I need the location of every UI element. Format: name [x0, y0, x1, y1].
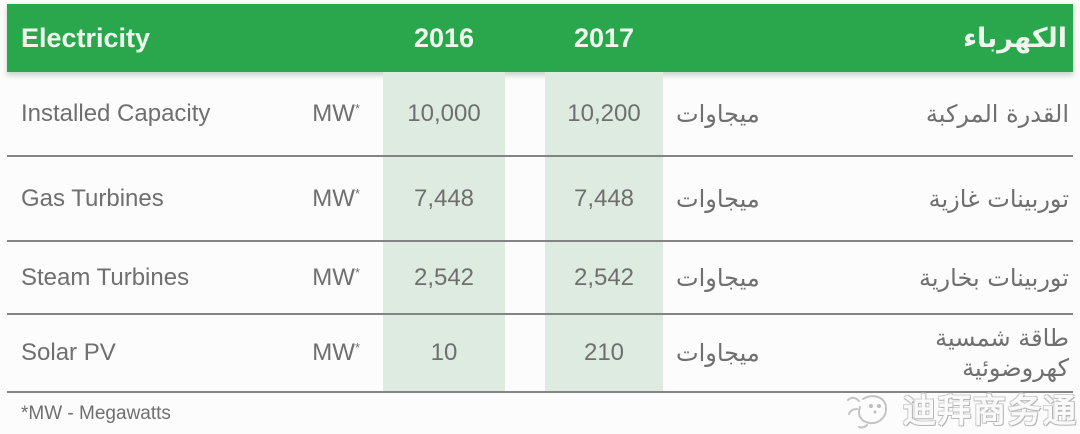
row-unit-ar: ميجاوات: [676, 99, 760, 128]
table-row-solar-pv: Solar PV MW * 10 210 ميجاوات طاقة شمسية ك…: [7, 315, 1073, 393]
row-unit: MW *: [312, 263, 360, 291]
row-label-ar: القدرة المركبة: [793, 72, 1073, 155]
label-ar-text: القدرة المركبة: [925, 99, 1069, 128]
value-2017: 7,448: [545, 157, 663, 240]
spacer: [505, 72, 545, 155]
spacer: [360, 157, 383, 240]
table-row-steam-turbines: Steam Turbines MW * 2,542 2,542 ميجاوات ت…: [7, 242, 1073, 315]
unit-text: MW: [312, 184, 355, 212]
row-label-en: Steam Turbines: [21, 263, 190, 291]
column-header-2017: 2017: [573, 22, 635, 53]
table-header-row: Electricity 2016 2017 الكهرباء: [7, 4, 1073, 72]
row-unit-ar: ميجاوات: [676, 184, 760, 213]
spacer: [360, 72, 383, 155]
row-label-ar: طاقة شمسية كهروضوئية: [793, 315, 1073, 391]
spacer: [505, 157, 545, 240]
table-row-installed-capacity: Installed Capacity MW * 10,000 10,200 ميج…: [7, 72, 1073, 157]
spacer: [505, 315, 545, 391]
label-ar-text: توربينات غازية: [928, 184, 1069, 213]
table-row-gas-turbines: Gas Turbines MW * 7,448 7,448 ميجاوات تور…: [7, 157, 1073, 242]
label-ar-text: توربينات بخارية: [919, 263, 1069, 292]
value-2017: 2,542: [545, 242, 663, 313]
row-unit: MW *: [312, 184, 360, 212]
value-2016: 10: [383, 315, 505, 391]
spacer: [505, 242, 545, 313]
unit-text: MW: [312, 99, 355, 127]
value-2016: 7,448: [383, 157, 505, 240]
row-label-ar: توربينات غازية: [793, 157, 1073, 240]
unit-text: MW: [312, 263, 355, 291]
row-label-en: Solar PV: [21, 339, 116, 366]
unit-text: MW: [312, 339, 355, 366]
value-2016: 2,542: [383, 242, 505, 313]
spacer: [360, 315, 383, 391]
row-unit-ar: ميجاوات: [676, 339, 760, 367]
value-2017: 210: [545, 315, 663, 391]
spacer: [360, 242, 383, 313]
value-2016: 10,000: [383, 72, 505, 155]
value-2017: 10,200: [545, 72, 663, 155]
table-footer: *MW - Megawatts: [7, 393, 1073, 434]
table-title-en: Electricity: [21, 22, 151, 53]
table-title-ar: الكهرباء: [963, 22, 1067, 54]
row-unit: MW *: [312, 99, 360, 127]
row-label-en: Gas Turbines: [21, 184, 164, 212]
row-unit-ar: ميجاوات: [676, 263, 760, 292]
electricity-table: Electricity 2016 2017 الكهرباء Installed…: [7, 4, 1073, 434]
row-label-en: Installed Capacity: [21, 99, 211, 127]
label-ar-text: طاقة شمسية كهروضوئية: [935, 324, 1069, 382]
row-unit: MW *: [312, 339, 360, 366]
row-label-ar: توربينات بخارية: [793, 242, 1073, 313]
column-header-2016: 2016: [413, 22, 475, 53]
mw-footnote: *MW - Megawatts: [21, 402, 171, 424]
